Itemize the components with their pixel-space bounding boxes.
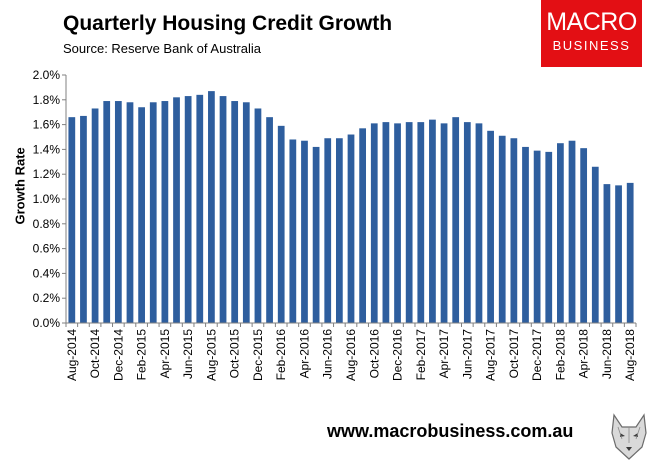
- bar: [440, 123, 448, 323]
- x-tick-label: Oct-2016: [367, 329, 381, 379]
- bar: [173, 97, 180, 323]
- bar: [545, 151, 553, 323]
- x-tick-label: Apr-2016: [297, 329, 311, 379]
- wolf-head-icon: [611, 413, 647, 460]
- y-tick-label: 0.6%: [33, 242, 61, 256]
- x-tick-label: Jun-2017: [460, 329, 474, 379]
- bar: [347, 134, 355, 323]
- bar: [568, 140, 576, 323]
- x-tick-label: Aug-2015: [204, 329, 218, 381]
- bar: [208, 91, 215, 324]
- bar: [405, 122, 413, 324]
- y-tick-label: 1.4%: [33, 142, 61, 156]
- x-tick-label: Aug-2018: [623, 329, 637, 381]
- bar: [242, 102, 250, 323]
- macrobusiness-logo: MACRO BUSINESS: [541, 0, 642, 67]
- bar: [452, 117, 460, 323]
- bar: [301, 140, 308, 323]
- y-tick-label: 1.2%: [33, 167, 61, 181]
- bar: [370, 123, 378, 323]
- bar: [394, 123, 401, 323]
- y-tick-label: 0.2%: [33, 291, 61, 305]
- x-tick-label: Jun-2018: [600, 329, 614, 379]
- bar: [324, 138, 332, 323]
- bar: [615, 185, 622, 323]
- bar: [149, 102, 157, 323]
- bar: [557, 143, 564, 323]
- bar: [382, 122, 390, 324]
- bar: [417, 122, 425, 324]
- bar: [91, 108, 99, 323]
- chart-title: Quarterly Housing Credit Growth: [63, 12, 393, 35]
- bar: [138, 107, 145, 324]
- bar: [487, 130, 494, 323]
- bar: [114, 101, 122, 323]
- x-tick-label: Oct-2017: [507, 329, 521, 379]
- x-tick-label: Feb-2015: [135, 329, 149, 381]
- y-tick-label: 2.0%: [33, 68, 61, 82]
- bar: [463, 122, 471, 324]
- bar: [335, 138, 343, 323]
- bar: [591, 166, 599, 323]
- x-tick-label: Aug-2017: [484, 329, 498, 381]
- bar: [126, 102, 134, 323]
- bar: [68, 117, 76, 323]
- bar: [603, 184, 611, 323]
- y-tick-label: 1.6%: [33, 118, 61, 132]
- x-tick-label: Dec-2015: [251, 329, 265, 381]
- chart-subtitle: Source: Reserve Bank of Australia: [63, 41, 261, 56]
- bar: [277, 125, 285, 323]
- logo-line-business: BUSINESS: [552, 38, 631, 53]
- x-tick-label: Dec-2014: [111, 329, 125, 381]
- x-tick-label: Jun-2016: [321, 329, 335, 379]
- x-tick-label: Feb-2016: [274, 329, 288, 381]
- y-tick-label: 1.8%: [33, 93, 61, 107]
- bar: [626, 182, 634, 323]
- x-tick-label: Feb-2017: [414, 329, 428, 381]
- bar: [231, 101, 239, 323]
- x-tick-label: Apr-2017: [437, 329, 451, 379]
- bar: [475, 123, 483, 323]
- y-tick-label: 0.4%: [33, 266, 61, 280]
- x-tick-label: Feb-2018: [553, 329, 567, 381]
- x-tick-label: Dec-2016: [391, 329, 405, 381]
- bar: [80, 115, 87, 323]
- bar: [184, 96, 192, 323]
- bar: [580, 148, 588, 323]
- bar: [266, 117, 273, 323]
- x-tick-label: Jun-2015: [181, 329, 195, 379]
- x-tick-label: Apr-2018: [577, 329, 591, 379]
- logo-line-macro: MACRO: [546, 8, 637, 36]
- x-tick-label: Dec-2017: [530, 329, 544, 381]
- bar: [359, 128, 367, 323]
- bar: [161, 101, 169, 323]
- bar: [289, 139, 297, 323]
- bar: [510, 138, 518, 323]
- bar: [498, 135, 506, 323]
- website-url: www.macrobusiness.com.au: [327, 421, 574, 441]
- bar: [219, 96, 227, 323]
- x-tick-label: Aug-2016: [344, 329, 358, 381]
- bar: [312, 146, 320, 323]
- x-tick-label: Oct-2015: [228, 329, 242, 379]
- y-tick-label: 0.0%: [33, 316, 61, 330]
- y-tick-label: 1.0%: [33, 192, 61, 206]
- bar: [254, 108, 262, 323]
- x-tick-label: Aug-2014: [65, 329, 79, 381]
- bar: [522, 146, 529, 323]
- y-tick-label: 0.8%: [33, 217, 61, 231]
- x-tick-label: Oct-2014: [88, 329, 102, 379]
- x-tick-label: Apr-2015: [158, 329, 172, 379]
- bar: [196, 94, 204, 323]
- bar: [533, 150, 541, 323]
- bar: [429, 119, 436, 323]
- bar: [103, 101, 111, 323]
